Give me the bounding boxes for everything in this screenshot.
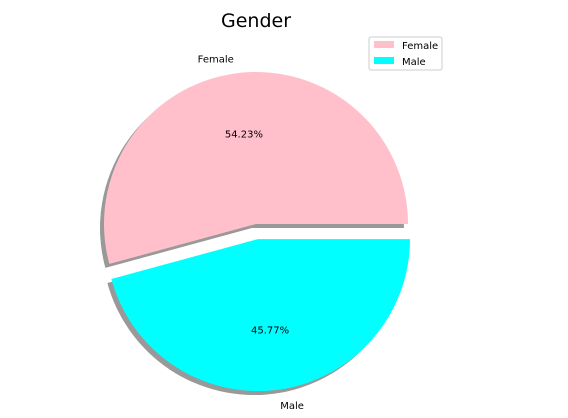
- legend-label-female: Female: [402, 41, 438, 52]
- chart-title: Gender: [221, 10, 291, 32]
- legend: Female Male: [368, 36, 443, 71]
- legend-label-male: Male: [402, 57, 426, 68]
- pie-slice-male: [111, 239, 411, 392]
- slice-percent-label-female: 54.23%: [225, 130, 263, 141]
- slice-category-label-male: Male: [280, 401, 304, 412]
- slice-percent-label-male: 45.77%: [251, 326, 289, 337]
- pie-slice-female: [103, 71, 408, 264]
- pie-label-layer: Female 54.23% Male 45.77%: [198, 54, 304, 412]
- slice-category-label-female: Female: [198, 54, 234, 65]
- legend-swatch-male: [374, 57, 394, 64]
- pie-slice-layer: [103, 71, 411, 392]
- legend-items: Female Male: [374, 41, 438, 68]
- legend-swatch-female: [374, 41, 394, 48]
